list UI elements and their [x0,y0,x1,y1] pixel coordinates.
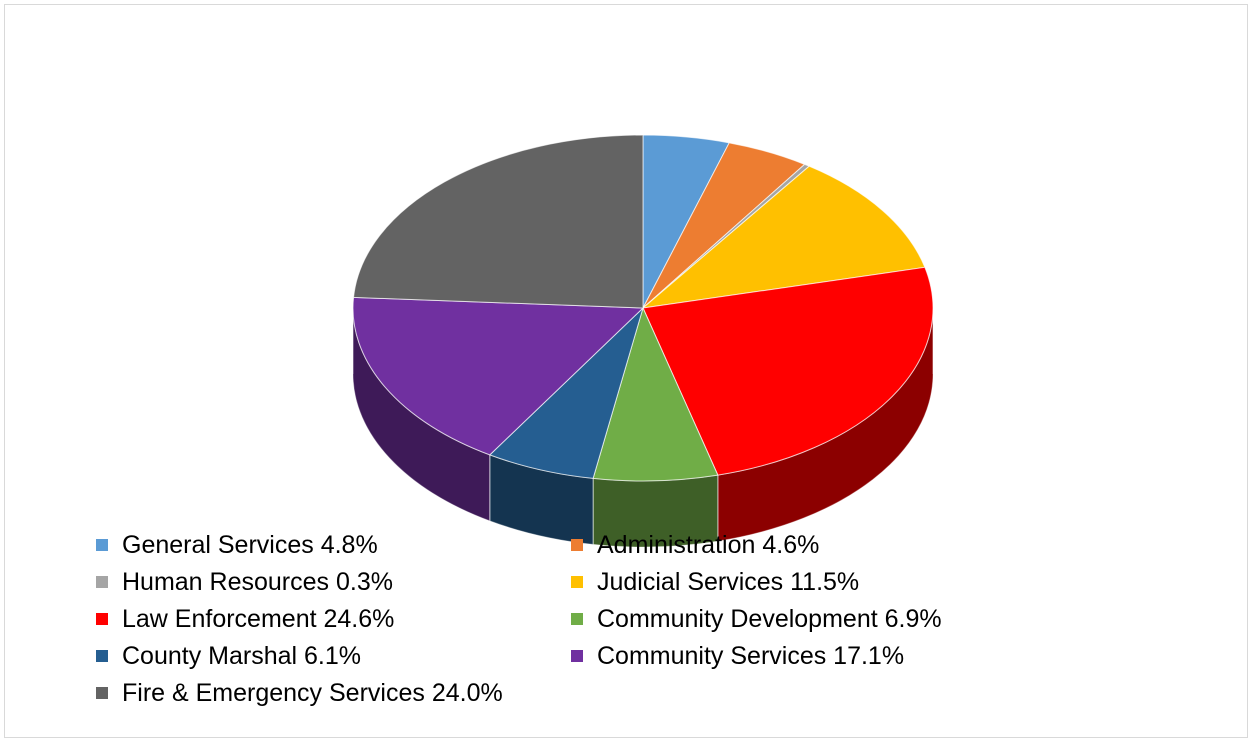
legend-swatch [96,687,108,699]
legend-item: Law Enforcement 24.6% [96,604,571,634]
legend-swatch [571,576,583,588]
legend-item: County Marshal 6.1% [96,641,571,671]
legend-swatch [96,539,108,551]
legend-label: Fire & Emergency Services 24.0% [122,678,503,707]
legend-item: Administration 4.6% [571,530,1096,560]
legend-item: Fire & Emergency Services 24.0% [96,678,571,708]
pie-slice [642,266,934,476]
legend: General Services 4.8% Administration 4.6… [96,530,1096,708]
legend-item: Community Services 17.1% [571,641,1096,671]
legend-label: Law Enforcement 24.6% [122,604,395,633]
pie-slice [352,134,644,309]
legend-item: Judicial Services 11.5% [571,567,1096,597]
legend-label: Human Resources 0.3% [122,567,393,596]
legend-swatch [96,576,108,588]
legend-label: Community Services 17.1% [597,641,905,670]
legend-label: Community Development 6.9% [597,604,942,633]
legend-item: Human Resources 0.3% [96,567,571,597]
pie-sides [352,307,934,548]
legend-swatch [571,650,583,662]
pie-slice [592,306,719,482]
pie-top [352,134,934,482]
legend-label: Judicial Services 11.5% [597,567,860,596]
legend-swatch [571,613,583,625]
legend-item: Community Development 6.9% [571,604,1096,634]
legend-item: General Services 4.8% [96,530,571,560]
legend-swatch [96,650,108,662]
legend-swatch [96,613,108,625]
legend-swatch [571,539,583,551]
legend-label: Administration 4.6% [597,530,820,559]
pie-slice [352,296,645,456]
legend-label: County Marshal 6.1% [122,641,362,670]
legend-label: General Services 4.8% [122,530,378,559]
pie-slice [641,165,926,309]
